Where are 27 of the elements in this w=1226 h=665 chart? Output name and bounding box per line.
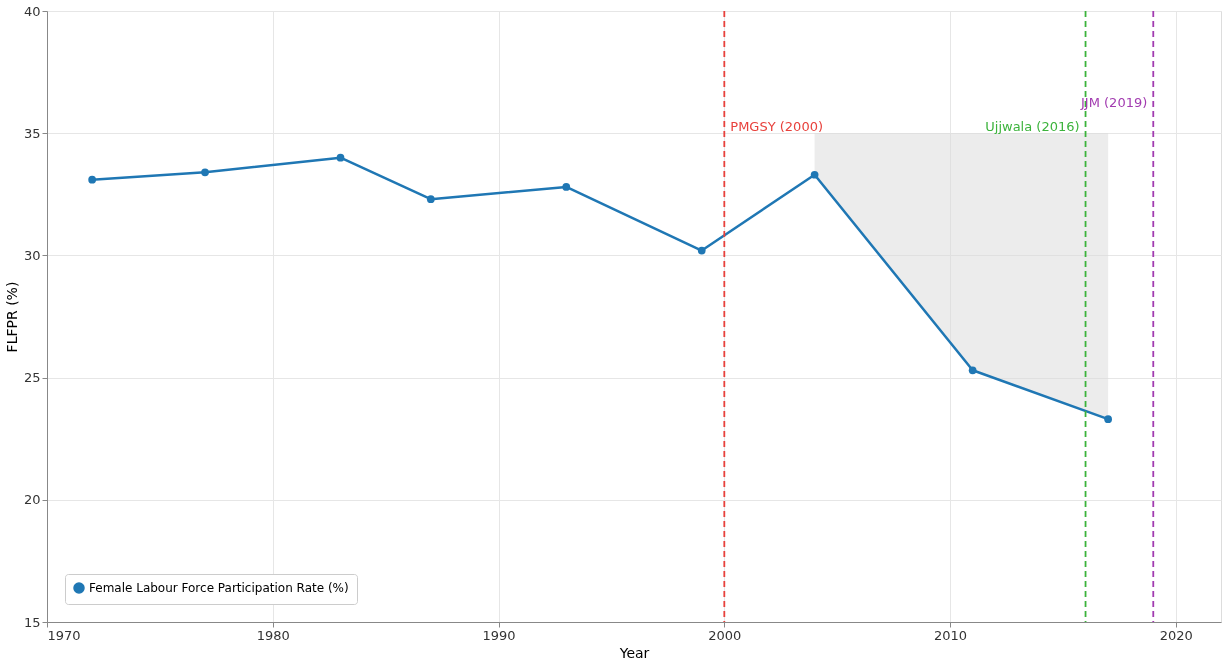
point	[336, 153, 345, 162]
x-tick-label: 2000	[708, 627, 742, 643]
x-tick-label: 2020	[1159, 627, 1193, 643]
x-tick-label: 2010	[934, 627, 968, 643]
point	[968, 366, 977, 375]
y-tick-label: 30	[23, 247, 41, 263]
ref-line-label: JJM (2019)	[1080, 94, 1148, 110]
x-tick-label: 1990	[482, 627, 516, 643]
point	[426, 195, 435, 204]
x-axis-title: Year	[618, 644, 650, 661]
point	[201, 168, 209, 177]
y-tick-label: 40	[23, 3, 41, 19]
point	[697, 246, 706, 255]
point	[562, 183, 571, 191]
y-tick-label: 35	[23, 125, 41, 141]
y-tick-label: 15	[23, 614, 41, 630]
x-tick-label: 1980	[256, 627, 290, 643]
point	[1104, 415, 1112, 424]
ref-line-label: PMGSY (2000)	[730, 119, 823, 135]
y-tick-label: 20	[23, 492, 41, 508]
legend-label: Female Labour Force Participation Rate (%)	[89, 581, 349, 595]
ref-line-label: Ujjwala (2016)	[985, 119, 1080, 135]
point	[88, 175, 97, 184]
x-tick-label: 1970	[47, 627, 81, 643]
y-tick-label: 25	[23, 370, 41, 386]
y-axis-title: FLFPR (%)	[3, 281, 20, 353]
point	[810, 170, 819, 179]
